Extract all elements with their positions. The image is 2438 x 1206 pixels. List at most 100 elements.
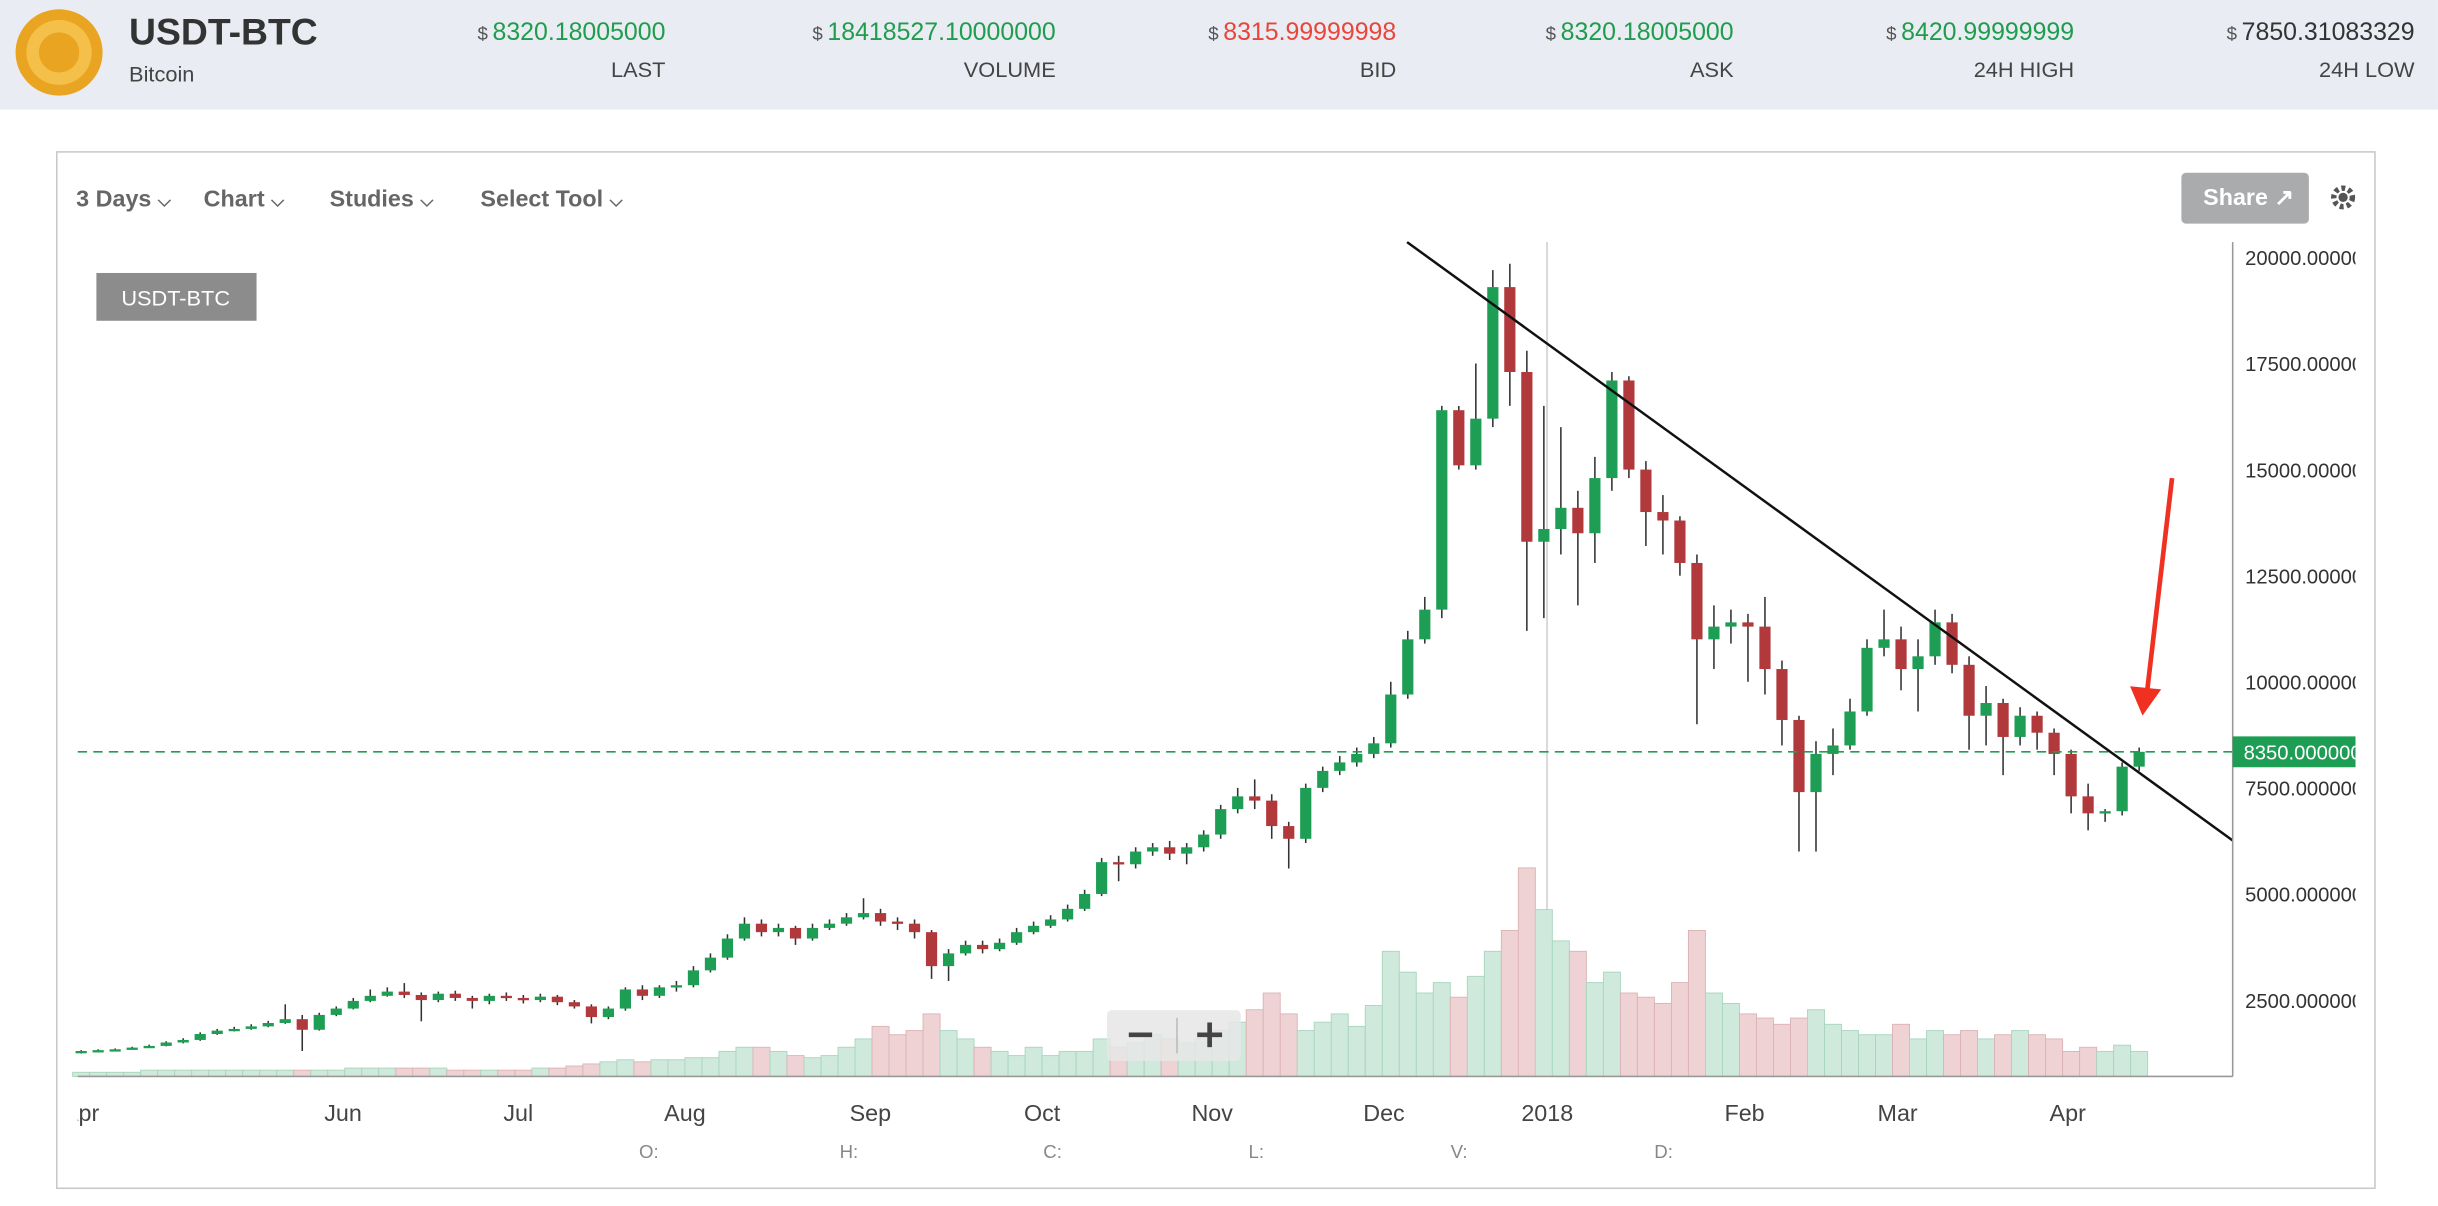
- stat-label: VOLUME: [963, 57, 1056, 82]
- volume-bar: [1670, 982, 1689, 1077]
- candle-body: [1419, 609, 1431, 640]
- volume-bar: [1075, 1050, 1094, 1077]
- candle-body: [177, 1039, 189, 1043]
- share-button[interactable]: Share ↗: [2181, 172, 2309, 224]
- candle-body: [857, 913, 870, 918]
- currency-symbol: $: [2226, 23, 2237, 45]
- y-tick-label: 7500.000000: [2245, 779, 2363, 801]
- volume-bar: [1500, 929, 1519, 1077]
- chart-menu[interactable]: Chart ⌵: [203, 186, 285, 213]
- ohlc-label: H:: [840, 1141, 859, 1162]
- currency-symbol: $: [1208, 23, 1219, 45]
- ohlc-label: O:: [639, 1141, 659, 1162]
- candle-body: [1317, 770, 1329, 788]
- volume-bar: [854, 1038, 873, 1077]
- candle-body: [1351, 753, 1363, 763]
- candle-body: [1895, 639, 1907, 670]
- candle-body: [840, 917, 853, 924]
- tool-menu[interactable]: Select Tool ⌵: [480, 186, 623, 213]
- volume-bar: [871, 1025, 890, 1077]
- volume-bar: [1960, 1030, 1979, 1077]
- candle-body: [1385, 694, 1397, 744]
- candle-body: [993, 942, 1006, 950]
- zoom-control[interactable]: [1107, 1010, 1241, 1062]
- candle-body: [891, 921, 904, 924]
- candle-body: [2065, 753, 2077, 797]
- x-tick-label: Feb: [1724, 1100, 1764, 1126]
- candle-body: [1878, 639, 1890, 648]
- volume-bar: [769, 1050, 788, 1077]
- candle-body: [789, 927, 802, 939]
- candle-body: [1453, 410, 1465, 466]
- stat-label: LAST: [611, 57, 666, 82]
- settings-icon[interactable]: [2328, 182, 2359, 213]
- volume-bar: [1704, 992, 1723, 1077]
- candle-body: [704, 957, 717, 971]
- y-tick-label: 12500.000000: [2245, 566, 2374, 588]
- candle-body: [381, 991, 393, 996]
- volume-bar: [1347, 1025, 1366, 1077]
- volume-bar: [1534, 909, 1553, 1077]
- volume-bar: [1041, 1055, 1060, 1077]
- volume-bar: [293, 1069, 312, 1077]
- stat-label: BID: [1359, 57, 1397, 82]
- stat-value-row: $7850.31083329: [2227, 20, 2415, 48]
- stat: $8320.18005000 ASK: [1546, 20, 1734, 82]
- currency-symbol: $: [812, 23, 823, 45]
- candle-body: [1487, 287, 1499, 419]
- volume-bar: [837, 1046, 856, 1077]
- candle-body: [1521, 371, 1533, 542]
- ohlc-label: V:: [1451, 1141, 1468, 1162]
- candle-body: [1470, 418, 1482, 466]
- candle-body: [1538, 529, 1550, 542]
- candle-body: [925, 932, 938, 967]
- x-tick-label: Nov: [1191, 1100, 1233, 1126]
- market-name: Bitcoin: [129, 61, 195, 87]
- volume-bar: [1585, 982, 1604, 1077]
- candle-body: [721, 938, 734, 958]
- y-tick-label: 15000.000000: [2245, 460, 2374, 482]
- candle-body: [279, 1019, 291, 1023]
- volume-bar: [565, 1065, 584, 1077]
- volume-bar: [327, 1069, 346, 1077]
- studies-menu[interactable]: Studies ⌵: [329, 186, 434, 213]
- volume-bar: [1245, 1009, 1264, 1077]
- volume-bar: [1858, 1034, 1876, 1077]
- ohlc-label: D:: [1654, 1141, 1673, 1162]
- candle-body: [1725, 622, 1737, 627]
- last-price-label: 8350.000000: [2244, 743, 2362, 765]
- candle-body: [1963, 664, 1975, 716]
- candle-body: [347, 1000, 359, 1009]
- candle-body: [1181, 847, 1193, 854]
- volume-bar: [140, 1069, 159, 1077]
- volume-bar: [1636, 996, 1655, 1077]
- volume-bar: [667, 1059, 686, 1077]
- stat-value: 8315.99999998: [1223, 20, 1397, 47]
- x-tick-label: Apr: [2050, 1100, 2087, 1126]
- volume-bar: [1483, 950, 1502, 1077]
- interval-menu[interactable]: 3 Days ⌵: [76, 186, 171, 213]
- candle-body: [1827, 745, 1839, 754]
- volume-bar: [446, 1069, 465, 1077]
- volume-bar: [803, 1057, 822, 1077]
- volume-bar: [1313, 1021, 1332, 1077]
- stat-label: ASK: [1690, 57, 1734, 82]
- candle-body: [534, 996, 546, 1001]
- candle-body: [602, 1008, 614, 1018]
- stat-value-row: $8420.99999999: [1886, 20, 2074, 48]
- volume-bar: [735, 1046, 754, 1077]
- x-tick-label: Aug: [664, 1100, 705, 1126]
- volume-bar: [2096, 1050, 2115, 1077]
- ohlc-label: L:: [1249, 1141, 1265, 1162]
- menu-label: Studies: [329, 186, 414, 213]
- candle-body: [160, 1042, 172, 1046]
- volume-bar: [1943, 1034, 1962, 1077]
- x-tick-label: Sep: [850, 1100, 891, 1126]
- candle-body: [1997, 703, 2009, 737]
- x-tick-label: Oct: [1024, 1100, 1061, 1126]
- candle-body: [653, 987, 666, 996]
- candle-body: [670, 985, 683, 988]
- candle-body: [1912, 656, 1924, 670]
- candle-body: [415, 994, 427, 1001]
